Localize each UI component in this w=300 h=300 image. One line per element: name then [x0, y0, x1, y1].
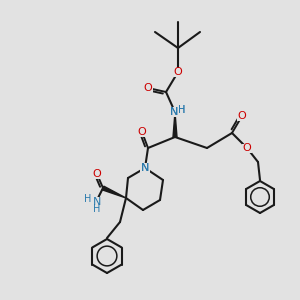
Bar — [137, 128, 147, 136]
Text: O: O — [174, 67, 182, 77]
Bar — [242, 143, 252, 152]
Text: H: H — [178, 105, 186, 115]
Text: H: H — [84, 194, 92, 204]
Text: O: O — [93, 169, 101, 179]
Text: O: O — [238, 111, 246, 121]
Text: N: N — [141, 163, 149, 173]
Text: N: N — [170, 107, 178, 117]
Bar — [166, 107, 184, 117]
Text: N: N — [93, 197, 101, 207]
Bar — [143, 83, 153, 92]
Polygon shape — [173, 112, 177, 137]
Text: N: N — [170, 107, 178, 117]
Text: O: O — [144, 83, 152, 93]
Text: O: O — [243, 143, 251, 153]
Polygon shape — [102, 186, 126, 198]
Bar — [84, 197, 108, 207]
Bar — [140, 163, 150, 173]
Text: H: H — [93, 204, 101, 214]
Bar — [92, 169, 102, 178]
Bar — [166, 107, 184, 117]
Text: N: N — [141, 163, 149, 173]
Bar — [173, 68, 183, 76]
Text: H: H — [178, 105, 186, 115]
Bar — [237, 112, 247, 121]
Bar — [140, 163, 150, 173]
Text: O: O — [138, 127, 146, 137]
